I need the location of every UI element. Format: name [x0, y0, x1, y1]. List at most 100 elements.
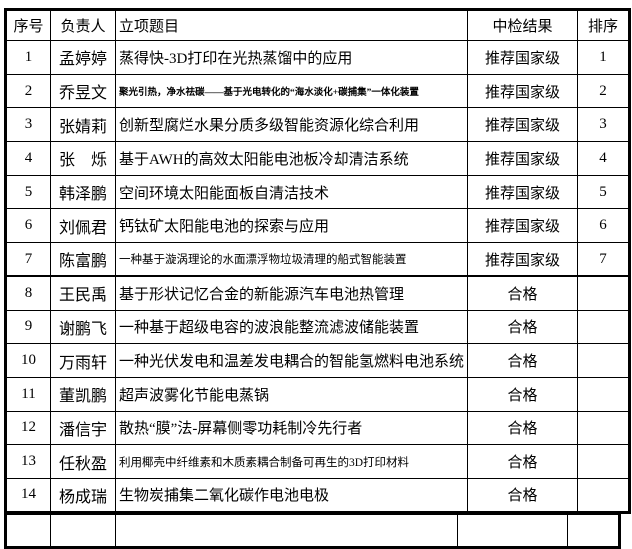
- cell-no: 1: [5, 40, 51, 75]
- cell-no: 14: [5, 477, 51, 513]
- cell-result: 推荐国家级: [467, 141, 579, 176]
- table-row: 7 陈富鹏 一种基于漩涡理论的水面漂浮物垃圾清理的船式智能装置 推荐国家级 7: [5, 242, 631, 278]
- cell-result: 合格: [467, 343, 579, 378]
- table-body: 1 孟婷婷 蒸得快-3D打印在光热蒸馏中的应用 推荐国家级 1 2 乔昱文 聚光引热，净水祛碳…: [5, 40, 631, 513]
- cell-leader: 任秋盈: [50, 444, 116, 479]
- cell-rank: [577, 343, 631, 378]
- col-header-no: 序号: [5, 9, 51, 41]
- clipped-next-row: [4, 513, 621, 549]
- table-bottom-stub: [4, 513, 631, 549]
- table-row: 8 王民禹 基于形状记忆合金的新能源汽车电池热管理 合格: [5, 275, 631, 311]
- cell-leader: 陈富鹏: [50, 242, 116, 278]
- project-review-sheet: 序号 负责人 立项题目 中检结果 排序 1 孟婷婷 蒸得快-3D打印在光热蒸馏中的应…: [4, 8, 632, 549]
- cell-leader: 潘信宇: [50, 410, 116, 446]
- cell-title: 空间环境太阳能面板自清洁技术: [114, 174, 469, 210]
- cell-no: 2: [5, 73, 51, 109]
- cell-result: 推荐国家级: [467, 73, 579, 109]
- table-row: 5 韩泽鹏 空间环境太阳能面板自清洁技术 推荐国家级 5: [5, 174, 631, 210]
- cell-title: 创新型腐烂水果分质多级智能资源化综合利用: [114, 107, 469, 143]
- cell-result: 推荐国家级: [467, 174, 579, 210]
- table-row: 9 谢鹏飞 一种基于超级电容的波浪能整流滤波储能装置 合格: [5, 309, 631, 345]
- cell-rank: [577, 309, 631, 345]
- table-row: 10 万雨轩 一种光伏发电和温差发电耦合的智能氢燃料电池系统 合格: [5, 343, 631, 378]
- cell-leader: 董凯鹏: [50, 376, 116, 412]
- cell-no: 11: [5, 376, 51, 412]
- table-row: 1 孟婷婷 蒸得快-3D打印在光热蒸馏中的应用 推荐国家级 1: [5, 40, 631, 75]
- cell-result: 推荐国家级: [467, 242, 579, 278]
- cell-rank: [577, 410, 631, 446]
- cell-leader: 孟婷婷: [50, 40, 116, 75]
- cell-result: 合格: [467, 376, 579, 412]
- cell-no: 13: [5, 444, 51, 479]
- cell-no: 8: [5, 275, 51, 311]
- cell-result: 推荐国家级: [467, 107, 579, 143]
- cell-result: 推荐国家级: [467, 208, 579, 244]
- cell-title: 聚光引热，净水祛碳——基于光电转化的“海水淡化+碳捕集”一体化装置: [114, 73, 469, 109]
- cell-rank: 5: [577, 174, 631, 210]
- cell-rank: [577, 376, 631, 412]
- cell-rank: [577, 444, 631, 479]
- cell-result: 推荐国家级: [467, 40, 579, 75]
- cell-leader: 张婧莉: [50, 107, 116, 143]
- cell-no: 10: [5, 343, 51, 378]
- cell-no: 6: [5, 208, 51, 244]
- table-row: 14 杨成瑞 生物炭捕集二氧化碳作电池电极 合格: [5, 477, 631, 513]
- cell-rank: 7: [577, 242, 631, 278]
- cell-leader: 张 烁: [50, 141, 116, 176]
- table-row: 6 刘佩君 钙钛矿太阳能电池的探索与应用 推荐国家级 6: [5, 208, 631, 244]
- cell-leader: 万雨轩: [50, 343, 116, 378]
- cell-title: 基于AWH的高效太阳能电池板冷却清洁系统: [114, 141, 469, 176]
- cell-result: 合格: [467, 275, 579, 311]
- col-header-rank: 排序: [577, 9, 631, 41]
- table-header-row: 序号 负责人 立项题目 中检结果 排序: [5, 9, 631, 41]
- project-review-table: 序号 负责人 立项题目 中检结果 排序 1 孟婷婷 蒸得快-3D打印在光热蒸馏中的应…: [4, 8, 632, 514]
- col-header-result: 中检结果: [467, 9, 579, 41]
- clipped-cell: [115, 513, 458, 549]
- cell-title: 一种基于超级电容的波浪能整流滤波储能装置: [114, 309, 469, 345]
- table-row: 3 张婧莉 创新型腐烂水果分质多级智能资源化综合利用 推荐国家级 3: [5, 107, 631, 143]
- cell-no: 9: [5, 309, 51, 345]
- cell-title: 生物炭捕集二氧化碳作电池电极: [114, 477, 469, 513]
- cell-title: 基于形状记忆合金的新能源汽车电池热管理: [114, 275, 469, 311]
- cell-title: 利用椰壳中纤维素和木质素耦合制备可再生的3D打印材料: [114, 444, 469, 479]
- cell-rank: 2: [577, 73, 631, 109]
- table-row: 11 董凯鹏 超声波雾化节能电蒸锅 合格: [5, 376, 631, 412]
- col-header-title: 立项题目: [114, 9, 469, 41]
- cell-no: 12: [5, 410, 51, 446]
- cell-leader: 乔昱文: [50, 73, 116, 109]
- cell-result: 合格: [467, 410, 579, 446]
- cell-no: 4: [5, 141, 51, 176]
- cell-result: 合格: [467, 444, 579, 479]
- clipped-cell: [50, 513, 116, 549]
- cell-title: 一种基于漩涡理论的水面漂浮物垃圾清理的船式智能装置: [114, 242, 469, 278]
- cell-leader: 韩泽鹏: [50, 174, 116, 210]
- cell-rank: 1: [577, 40, 631, 75]
- cell-title: 一种光伏发电和温差发电耦合的智能氢燃料电池系统: [114, 343, 469, 378]
- cell-leader: 谢鹏飞: [50, 309, 116, 345]
- cell-title: 蒸得快-3D打印在光热蒸馏中的应用: [114, 40, 469, 75]
- col-header-leader: 负责人: [50, 9, 116, 41]
- cell-result: 合格: [467, 477, 579, 513]
- cell-title: 散热“膜”法-屏幕侧零功耗制冷先行者: [114, 410, 469, 446]
- clipped-cell: [457, 513, 568, 549]
- cell-rank: [577, 477, 631, 513]
- table-row: 2 乔昱文 聚光引热，净水祛碳——基于光电转化的“海水淡化+碳捕集”一体化装置 推荐国…: [5, 73, 631, 109]
- cell-no: 3: [5, 107, 51, 143]
- cell-no: 7: [5, 242, 51, 278]
- table-row: 13 任秋盈 利用椰壳中纤维素和木质素耦合制备可再生的3D打印材料 合格: [5, 444, 631, 479]
- cell-no: 5: [5, 174, 51, 210]
- clipped-row: [5, 513, 620, 549]
- cell-leader: 杨成瑞: [50, 477, 116, 513]
- cell-title: 超声波雾化节能电蒸锅: [114, 376, 469, 412]
- cell-rank: 3: [577, 107, 631, 143]
- cell-rank: 4: [577, 141, 631, 176]
- cell-rank: 6: [577, 208, 631, 244]
- clipped-cell: [567, 513, 620, 549]
- table-row: 12 潘信宇 散热“膜”法-屏幕侧零功耗制冷先行者 合格: [5, 410, 631, 446]
- clipped-cell: [5, 513, 51, 549]
- cell-leader: 刘佩君: [50, 208, 116, 244]
- cell-rank: [577, 275, 631, 311]
- cell-title: 钙钛矿太阳能电池的探索与应用: [114, 208, 469, 244]
- cell-leader: 王民禹: [50, 275, 116, 311]
